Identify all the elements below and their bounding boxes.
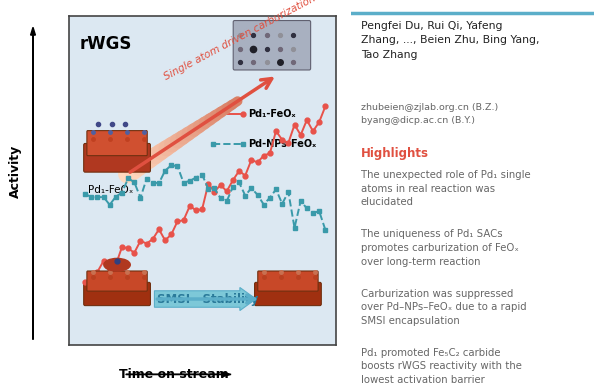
Text: SMSI   Stability: SMSI Stability [157,292,259,305]
Text: Pd₁-FeOₓ: Pd₁-FeOₓ [248,110,295,119]
Text: rWGS: rWGS [80,35,132,53]
FancyBboxPatch shape [87,131,147,156]
Text: Pd₁-FeOₓ: Pd₁-FeOₓ [88,185,133,195]
Text: The uniqueness of Pd₁ SACs
promotes carburization of FeOₓ
over long-term reactio: The uniqueness of Pd₁ SACs promotes carb… [361,229,518,267]
Text: Pd₁ promoted Fe₅C₂ carbide
boosts rWGS reactivity with the
lowest activation bar: Pd₁ promoted Fe₅C₂ carbide boosts rWGS r… [361,348,521,385]
Text: Pd-NPs-FeOₓ: Pd-NPs-FeOₓ [248,139,316,149]
FancyArrow shape [154,287,256,310]
Text: Time on stream: Time on stream [119,368,229,381]
Text: Single atom driven carburization: Single atom driven carburization [163,0,317,82]
FancyBboxPatch shape [233,21,311,70]
Ellipse shape [104,259,130,271]
FancyBboxPatch shape [258,271,318,291]
FancyBboxPatch shape [83,144,151,172]
Text: Activity: Activity [8,145,22,198]
FancyBboxPatch shape [87,271,147,291]
Text: Pengfei Du, Rui Qi, Yafeng
Zhang, ..., Beien Zhu, Bing Yang,
Tao Zhang: Pengfei Du, Rui Qi, Yafeng Zhang, ..., B… [361,21,539,60]
Text: Highlights: Highlights [361,147,429,160]
FancyBboxPatch shape [83,282,151,306]
Text: Carburization was suppressed
over Pd–NPs–FeOₓ due to a rapid
SMSI encapsulation: Carburization was suppressed over Pd–NPs… [361,289,526,326]
Text: zhubeien@zjlab.org.cn (B.Z.)
byang@dicp.ac.cn (B.Y.): zhubeien@zjlab.org.cn (B.Z.) byang@dicp.… [361,103,498,125]
Text: Pd₁-Fe₅C₂: Pd₁-Fe₅C₂ [235,47,283,57]
FancyBboxPatch shape [254,282,322,306]
Text: The unexpected role of Pd₁ single
atoms in real reaction was
elucidated: The unexpected role of Pd₁ single atoms … [361,170,530,207]
